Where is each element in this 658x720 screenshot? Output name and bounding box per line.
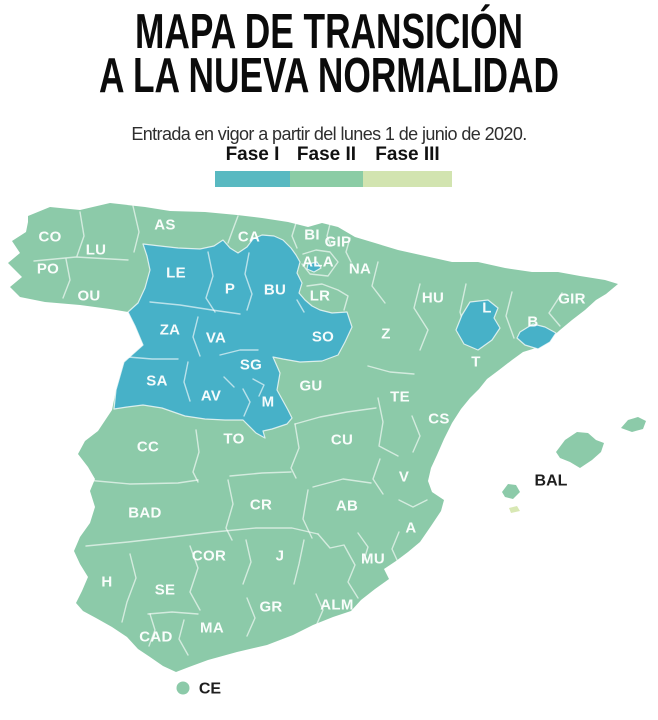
formentera-island [509,506,520,513]
province-label-sg: SG [240,357,262,374]
province-label-p: P [225,281,235,298]
province-label-cs: CS [428,411,449,428]
province-label-ab: AB [336,498,358,515]
province-label-za: ZA [160,322,181,339]
province-label-cor: COR [192,548,226,565]
province-label-bi: BI [304,227,320,244]
legend-swatch-fase3 [363,171,452,187]
province-label-po: PO [37,261,59,278]
province-label-cad: CAD [139,629,172,646]
province-label-h: H [101,574,112,591]
province-label-v: V [399,469,409,486]
province-label-ou: OU [77,288,100,305]
title-line-1: MAPA DE TRANSICIÓN [134,5,524,59]
legend-swatch-fase1 [215,171,290,187]
page-title: MAPA DE TRANSICIÓN A LA NUEVA NORMALIDAD [92,5,566,103]
province-label-te: TE [390,389,410,406]
province-label-co: CO [38,229,61,246]
province-label-hu: HU [422,290,444,307]
province-label-le: LE [166,265,186,282]
province-label-gir: GIR [558,291,586,308]
province-label-se: SE [155,582,176,599]
province-label-b: B [527,314,538,331]
legend-label-fase1: Fase I [225,144,280,165]
annotation-labels: BAL CE [199,473,568,698]
province-borders-blue-zone [127,251,305,417]
province-label-cc: CC [137,439,159,456]
province-label-m: M [262,394,275,411]
fase1-enclave-trevino [306,261,322,273]
province-label-va: VA [206,330,226,347]
province-label-as: AS [154,217,175,234]
province-label-lu: LU [86,242,107,259]
balearic-islands [502,417,646,513]
annotation-label-bal: BAL [535,473,568,490]
province-borders [33,205,563,656]
province-label-na: NA [349,261,371,278]
province-label-bu: BU [264,282,286,299]
province-label-mu: MU [361,551,385,568]
legend-label-fase3: Fase III [375,144,440,165]
province-label-a: A [405,520,416,537]
province-label-l: L [482,300,491,317]
province-label-so: SO [312,329,334,346]
fase1-region-lleida [455,299,501,351]
province-label-bad: BAD [128,505,161,522]
province-label-alm: ALM [320,597,353,614]
mallorca-island [556,432,604,468]
mainland-landmass [8,203,618,672]
province-label-cu: CU [331,432,353,449]
province-label-j: J [276,548,285,565]
menorca-island [621,417,646,432]
province-label-t: T [471,354,480,371]
legend-swatch-fase2 [290,171,363,187]
ibiza-island [502,484,520,499]
province-label-gu: GU [299,378,322,395]
province-label-ca: CA [238,229,260,246]
title-line-2: A LA NUEVA NORMALIDAD [99,49,559,103]
page-subtitle: Entrada en vigor a partir del lunes 1 de… [131,124,527,144]
province-label-ma: MA [200,620,224,637]
ceuta-dot [176,681,190,695]
province-label-lr: LR [310,288,331,305]
legend-label-fase2: Fase II [296,144,357,165]
province-label-av: AV [201,388,221,405]
fase1-region-castilla-y-leon-madrid [113,234,353,439]
province-label-gip: GIP [325,234,352,251]
province-label-sa: SA [146,373,167,390]
province-label-z: Z [381,326,390,343]
fase1-region-barcelona-metro [516,323,557,350]
province-label-ala: ALA [302,254,334,271]
province-label-gr: GR [259,599,282,616]
province-label-to: TO [223,431,244,448]
province-label-cr: CR [250,497,272,514]
annotation-label-ce: CE [199,681,222,698]
